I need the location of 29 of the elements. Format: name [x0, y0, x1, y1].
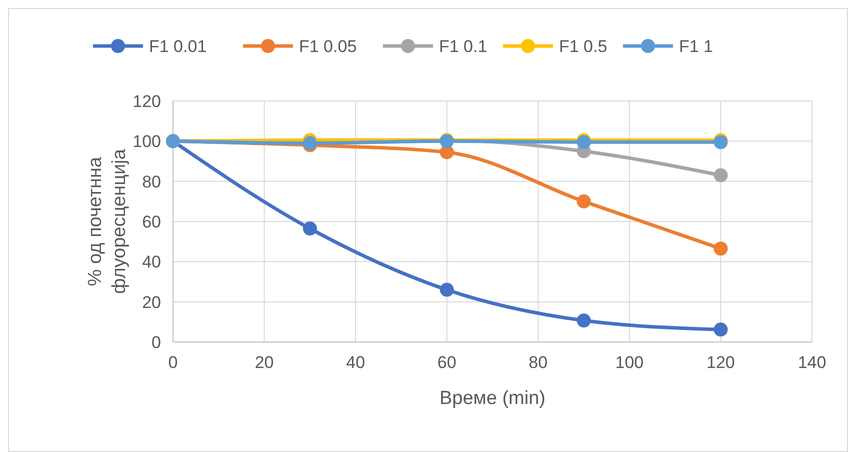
y-tick-label: 100	[132, 132, 161, 152]
x-tick-label: 120	[706, 353, 735, 372]
x-tick-label: 40	[346, 353, 366, 372]
point	[714, 322, 728, 337]
y-tick-label: 80	[142, 172, 161, 192]
point	[302, 222, 317, 236]
x-tick-label: 0	[168, 353, 178, 372]
y-tick-label: 120	[132, 92, 161, 111]
x-tick-label: 140	[798, 353, 826, 372]
x-axis-title: Време (min)	[440, 388, 546, 409]
x-tick-label: 80	[528, 353, 548, 372]
legend-label: F1 0.5	[559, 36, 608, 56]
y-axis-title: % од почетнна флуоресценција	[85, 148, 130, 294]
point	[714, 168, 728, 182]
x-tick-label: 20	[254, 353, 274, 372]
legend-label: F1 0.1	[439, 36, 488, 56]
y-tick-label: 60	[142, 212, 161, 232]
x-tick-label: 60	[437, 353, 456, 372]
y-tick-label: 20	[142, 292, 161, 312]
legend-label: F1 0.01	[149, 36, 207, 56]
point	[440, 282, 454, 297]
x-tick-label: 100	[615, 353, 644, 372]
point	[576, 314, 591, 328]
y-tick-label: 40	[142, 252, 161, 272]
point	[576, 194, 591, 208]
point	[714, 242, 728, 256]
y-tick-label: 0	[152, 332, 161, 352]
legend-label: F1 0.05	[299, 36, 357, 56]
legend-label: F1 1	[679, 36, 714, 56]
